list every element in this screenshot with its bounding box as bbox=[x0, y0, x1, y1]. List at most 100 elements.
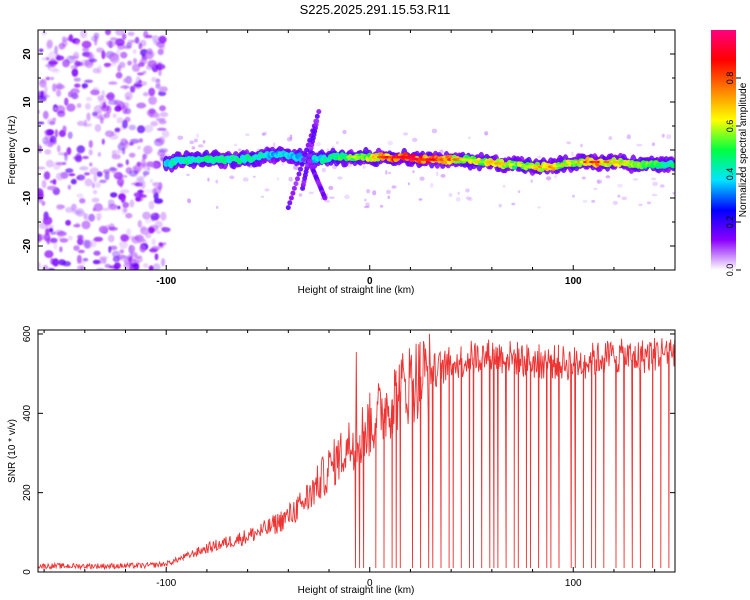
noise-blob bbox=[215, 179, 219, 184]
noise-blob bbox=[467, 197, 473, 202]
noise-blob bbox=[107, 99, 118, 106]
noise-blob bbox=[328, 185, 334, 191]
noise-blob bbox=[120, 51, 128, 59]
noise-blob bbox=[114, 172, 119, 177]
noise-blob bbox=[362, 165, 366, 169]
colorbar-ticks: 0.0 0.2 0.4 0.6 0.8 bbox=[725, 72, 741, 276]
noise-blob bbox=[158, 119, 167, 125]
noise-blob bbox=[71, 92, 78, 100]
noise-blob bbox=[95, 182, 101, 189]
disturbance-mark bbox=[299, 161, 305, 167]
noise-blob bbox=[99, 179, 107, 184]
noise-blob bbox=[88, 149, 93, 156]
noise-blob bbox=[71, 203, 77, 212]
noise-blob bbox=[177, 135, 184, 140]
noise-blob bbox=[84, 79, 94, 84]
noise-blob bbox=[159, 105, 166, 112]
noise-blob bbox=[293, 165, 299, 170]
noise-blob bbox=[122, 201, 129, 209]
noise-blob bbox=[116, 127, 120, 134]
noise-blob bbox=[440, 174, 446, 178]
noise-blob bbox=[130, 39, 136, 43]
noise-blob bbox=[93, 32, 100, 39]
noise-blob bbox=[617, 183, 623, 188]
colorbar-gradient bbox=[711, 30, 736, 270]
noise-blob bbox=[388, 171, 391, 175]
snr-y-ticks: 0 200 400 600 bbox=[22, 325, 675, 575]
noise-blob bbox=[56, 82, 63, 90]
noise-blob bbox=[126, 228, 132, 236]
ridge-core bbox=[671, 162, 675, 168]
noise-blob bbox=[38, 48, 44, 53]
noise-blob bbox=[342, 129, 347, 135]
noise-blob bbox=[67, 184, 72, 190]
y-tick-label: 200 bbox=[22, 484, 33, 501]
disturbance-mark bbox=[290, 190, 296, 196]
noise-blob bbox=[159, 86, 168, 93]
y-tick-label: 600 bbox=[22, 325, 33, 342]
noise-blob bbox=[86, 112, 91, 122]
noise-blob bbox=[93, 250, 101, 256]
noise-blob bbox=[38, 233, 42, 243]
noise-blob bbox=[52, 117, 57, 122]
noise-blob bbox=[55, 172, 64, 181]
noise-blob bbox=[108, 226, 118, 231]
noise-blob bbox=[137, 72, 144, 76]
noise-blob bbox=[411, 137, 418, 142]
noise-blob bbox=[90, 239, 97, 248]
spectrogram-y-ticks: -20 -10 0 10 20 bbox=[22, 29, 675, 271]
noise-blob bbox=[77, 120, 85, 127]
noise-blob bbox=[57, 110, 66, 118]
noise-blob bbox=[93, 105, 103, 114]
noise-blob bbox=[465, 196, 472, 200]
noise-blob bbox=[76, 193, 84, 198]
noise-blob bbox=[68, 34, 74, 42]
noise-blob bbox=[53, 106, 59, 112]
noise-blob bbox=[93, 236, 104, 242]
ridge-peak bbox=[508, 163, 515, 166]
y-tick-label: 10 bbox=[22, 96, 33, 108]
noise-blob bbox=[94, 124, 102, 132]
noise-blob bbox=[107, 234, 115, 243]
noise-blob bbox=[537, 206, 541, 209]
noise-blob bbox=[56, 204, 64, 211]
noise-blob bbox=[189, 140, 195, 145]
noise-blob bbox=[335, 141, 339, 145]
noise-blob bbox=[42, 94, 50, 98]
noise-blob bbox=[62, 161, 67, 165]
noise-blob bbox=[117, 163, 124, 168]
noise-blob bbox=[394, 185, 397, 189]
noise-blob bbox=[105, 40, 112, 46]
noise-blob bbox=[76, 265, 85, 270]
disturbance-mark bbox=[314, 113, 320, 119]
noise-blob bbox=[101, 207, 111, 211]
noise-blob bbox=[46, 39, 53, 49]
noise-blob bbox=[511, 202, 516, 206]
noise-blob bbox=[81, 220, 91, 230]
noise-blob bbox=[229, 175, 235, 180]
noise-blob bbox=[73, 245, 80, 252]
noise-blob bbox=[119, 240, 128, 250]
noise-blob bbox=[127, 31, 135, 36]
noise-blob bbox=[431, 128, 438, 134]
noise-blob bbox=[276, 177, 280, 181]
noise-blob bbox=[129, 199, 135, 208]
noise-blob bbox=[652, 181, 658, 187]
noise-blob bbox=[45, 228, 50, 236]
noise-blob bbox=[38, 145, 42, 153]
noise-blob bbox=[133, 58, 137, 65]
disturbance-mark bbox=[304, 147, 310, 153]
noise-blob bbox=[617, 194, 621, 198]
noise-blob bbox=[108, 246, 112, 253]
y-tick-label: 0 bbox=[22, 147, 33, 153]
noise-blob bbox=[127, 254, 133, 262]
noise-blob bbox=[58, 259, 66, 266]
noise-blob bbox=[288, 176, 293, 182]
noise-blob bbox=[121, 33, 127, 40]
noise-blob bbox=[233, 143, 238, 147]
noise-blob bbox=[92, 259, 101, 265]
noise-blob bbox=[104, 171, 110, 181]
noise-blob bbox=[412, 170, 415, 174]
noise-blob bbox=[159, 111, 169, 118]
